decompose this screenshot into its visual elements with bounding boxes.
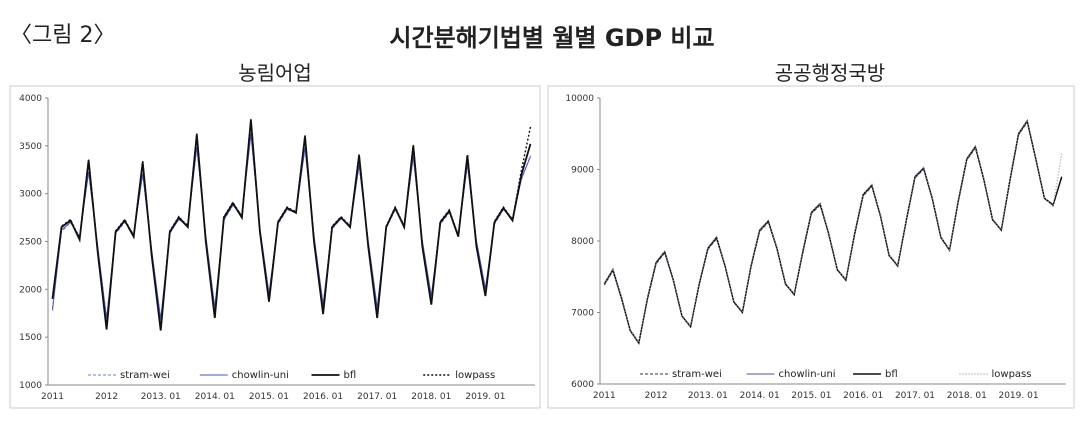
y-tick-label: 7000	[571, 309, 594, 319]
series-line	[603, 118, 1063, 345]
x-tick-label: 2012	[95, 392, 118, 402]
x-tick-label: 2018. 01	[947, 391, 987, 401]
y-tick-label: 8000	[571, 237, 594, 247]
legend-label: bfl	[344, 370, 357, 381]
y-tick-label: 2000	[19, 285, 42, 295]
series-line	[603, 119, 1063, 345]
legend-label: lowpass	[992, 369, 1032, 380]
x-tick-label: 2011	[41, 392, 64, 402]
legend-label: lowpass	[455, 370, 495, 381]
y-tick-label: 3000	[19, 190, 42, 200]
x-tick-label: 2013. 01	[141, 392, 181, 402]
y-tick-label: 4000	[19, 94, 42, 104]
legend-label: stram-wei	[672, 369, 722, 380]
x-tick-label: 2018. 01	[411, 392, 451, 402]
y-tick-label: 2500	[19, 238, 42, 248]
figure-title: 시간분해기법별 월별 GDP 비교	[389, 24, 714, 52]
x-tick-label: 2016. 01	[843, 391, 883, 401]
figure-label: 〈그림 2〉	[10, 23, 115, 48]
y-tick-label: 3500	[19, 142, 42, 152]
x-tick-label: 2015. 01	[249, 392, 289, 402]
y-tick-label: 1000	[19, 381, 42, 391]
x-tick-label: 2017. 01	[895, 391, 935, 401]
x-tick-label: 2012	[645, 391, 668, 401]
x-tick-label: 2011	[593, 391, 616, 401]
legend-label: chowlin-uni	[779, 369, 836, 380]
x-tick-label: 2019. 01	[998, 391, 1038, 401]
x-tick-label: 2015. 01	[791, 391, 831, 401]
legend-label: bfl	[885, 369, 898, 380]
y-tick-label: 1500	[19, 333, 42, 343]
chart-title: 농림어업	[238, 61, 312, 85]
chart-title: 공공행정국방	[775, 61, 885, 85]
series-line	[603, 120, 1063, 344]
x-tick-label: 2014. 01	[195, 392, 235, 402]
y-tick-label: 6000	[571, 380, 594, 390]
series-line	[51, 119, 532, 331]
x-tick-label: 2014. 01	[740, 391, 780, 401]
x-tick-label: 2013. 01	[688, 391, 728, 401]
panel-frame	[9, 85, 541, 409]
panel-frame	[547, 85, 1075, 409]
legend-label: stram-wei	[120, 370, 170, 381]
series-line	[603, 121, 1063, 344]
y-tick-label: 9000	[571, 166, 594, 176]
legend-label: chowlin-uni	[232, 370, 289, 381]
y-tick-label: 10000	[565, 94, 594, 104]
x-tick-label: 2016. 01	[303, 392, 343, 402]
x-tick-label: 2017. 01	[357, 392, 397, 402]
x-tick-label: 2019. 01	[465, 392, 505, 402]
